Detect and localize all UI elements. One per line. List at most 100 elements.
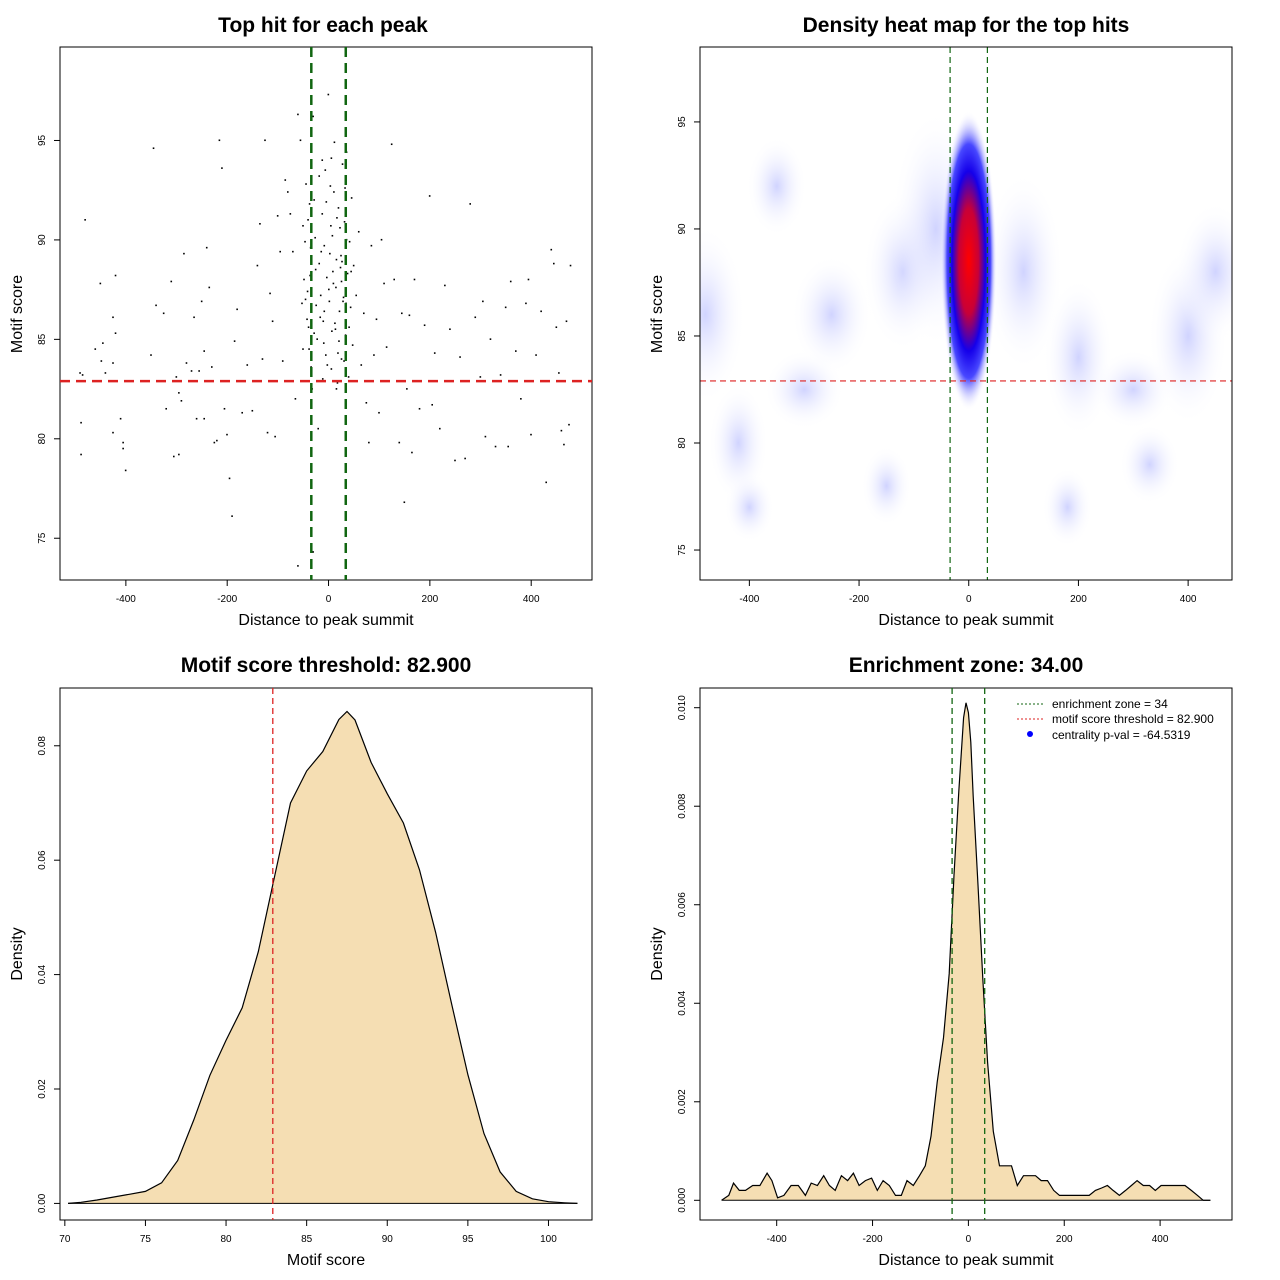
- scatter-point: [200, 300, 203, 303]
- scatter-point: [340, 358, 343, 360]
- scatter-point: [213, 441, 216, 444]
- scatter-point: [180, 400, 183, 402]
- scatter-point: [321, 159, 324, 161]
- scatter-point: [175, 376, 178, 378]
- x-axis: -400 -200 0 200 400: [116, 580, 540, 605]
- y-axis-label: Density: [649, 927, 666, 980]
- scatter-point: [306, 290, 309, 293]
- scatter-point: [520, 398, 522, 400]
- x-tick-label: -400: [116, 594, 136, 605]
- x-tick-label: -400: [767, 1234, 787, 1245]
- scatter-point: [314, 268, 317, 271]
- scatter-point: [555, 326, 558, 329]
- scatter-point: [173, 455, 175, 458]
- x-tick-label: -400: [739, 594, 759, 605]
- scatter-point: [112, 431, 114, 434]
- scatter-point: [337, 207, 340, 209]
- x-tick-label: 80: [220, 1234, 232, 1245]
- scatter-point: [313, 332, 315, 334]
- scatter-point: [183, 252, 185, 255]
- scatter-point: [337, 352, 339, 354]
- scatter-point: [302, 348, 304, 350]
- scatter-point: [152, 147, 155, 150]
- scatter-point: [378, 411, 380, 414]
- scatter-point: [322, 342, 325, 344]
- scatter-point: [350, 270, 352, 273]
- scatter-point: [289, 213, 292, 215]
- y-axis: 75 80 85 90 95: [677, 116, 700, 556]
- scatter-point: [102, 342, 104, 344]
- scatter-point: [530, 433, 532, 436]
- scatter-point: [195, 417, 198, 420]
- scatter-point: [333, 141, 336, 144]
- y-tick-label: 0.00: [37, 1193, 48, 1213]
- scatter-point: [343, 221, 346, 223]
- scatter-point: [170, 280, 173, 283]
- reference-lines: [951, 688, 986, 1220]
- scatter-point: [100, 360, 103, 362]
- scatter-point: [565, 320, 568, 323]
- x-tick-label: 200: [1056, 1234, 1073, 1245]
- y-tick-label: 0.006: [677, 892, 688, 917]
- scatter-point: [327, 93, 330, 96]
- scatter-point: [165, 407, 167, 410]
- scatter-point: [228, 477, 231, 480]
- scatter-point: [368, 441, 370, 444]
- scatter-point: [325, 201, 328, 203]
- y-tick-label: 0.06: [37, 850, 48, 870]
- density-curve: [68, 710, 578, 1204]
- scatter-point: [370, 244, 373, 247]
- scatter-point: [408, 314, 411, 317]
- scatter-point: [535, 354, 537, 356]
- scatter-point: [297, 565, 299, 567]
- scatter-point: [261, 358, 264, 360]
- scatter-point: [313, 199, 315, 201]
- x-axis: -400 -200 0 200 400: [739, 580, 1197, 605]
- scatter-point: [464, 457, 466, 460]
- heatmap-background-density: [700, 108, 1232, 548]
- scatter-point: [322, 320, 325, 323]
- scatter-point: [308, 348, 310, 350]
- scatter-point: [94, 348, 97, 350]
- scatter-point: [339, 226, 341, 229]
- y-tick-label: 0.000: [677, 1187, 688, 1212]
- x-tick-label: -200: [217, 594, 237, 605]
- x-tick-label: 95: [462, 1234, 474, 1245]
- scatter-point: [303, 278, 305, 281]
- scatter-point: [246, 364, 249, 366]
- scatter-point: [211, 366, 213, 368]
- scatter-point: [312, 551, 314, 553]
- scatter-point: [326, 276, 328, 279]
- scatter-point: [323, 310, 326, 313]
- scatter-point: [281, 360, 284, 362]
- scatter-point: [329, 185, 332, 187]
- y-tick-label: 75: [37, 532, 48, 544]
- scatter-point: [203, 417, 205, 420]
- scatter-point: [357, 230, 360, 233]
- scatter-point: [459, 356, 461, 358]
- scatter-point: [266, 431, 269, 434]
- scatter-point: [122, 441, 124, 444]
- scatter-point: [418, 407, 421, 410]
- scatter-point: [226, 433, 228, 436]
- y-tick-label: 95: [37, 134, 48, 146]
- scatter-point: [84, 219, 86, 221]
- scatter-point: [297, 113, 299, 116]
- scatter-point: [80, 453, 82, 456]
- scatter-point: [208, 286, 211, 289]
- scatter-point: [338, 340, 340, 342]
- heatmap-density-blob: [791, 254, 872, 375]
- y-axis-label: Motif score: [649, 275, 666, 353]
- scatter-point: [287, 191, 289, 193]
- scatter-point: [80, 421, 82, 424]
- panel-heatmap: Density heat map for the top hits -400 -2…: [649, 14, 1233, 629]
- scatter-point: [216, 439, 218, 442]
- legend-label: centrality p-val = -64.5319: [1052, 728, 1191, 742]
- heatmap-density-blob: [1119, 424, 1180, 505]
- scatter-point: [343, 360, 345, 362]
- scatter-point: [560, 429, 563, 432]
- scatter-points: [79, 93, 572, 567]
- scatter-point: [331, 330, 333, 332]
- density-fill: [721, 702, 1211, 1201]
- x-tick-label: -200: [849, 594, 869, 605]
